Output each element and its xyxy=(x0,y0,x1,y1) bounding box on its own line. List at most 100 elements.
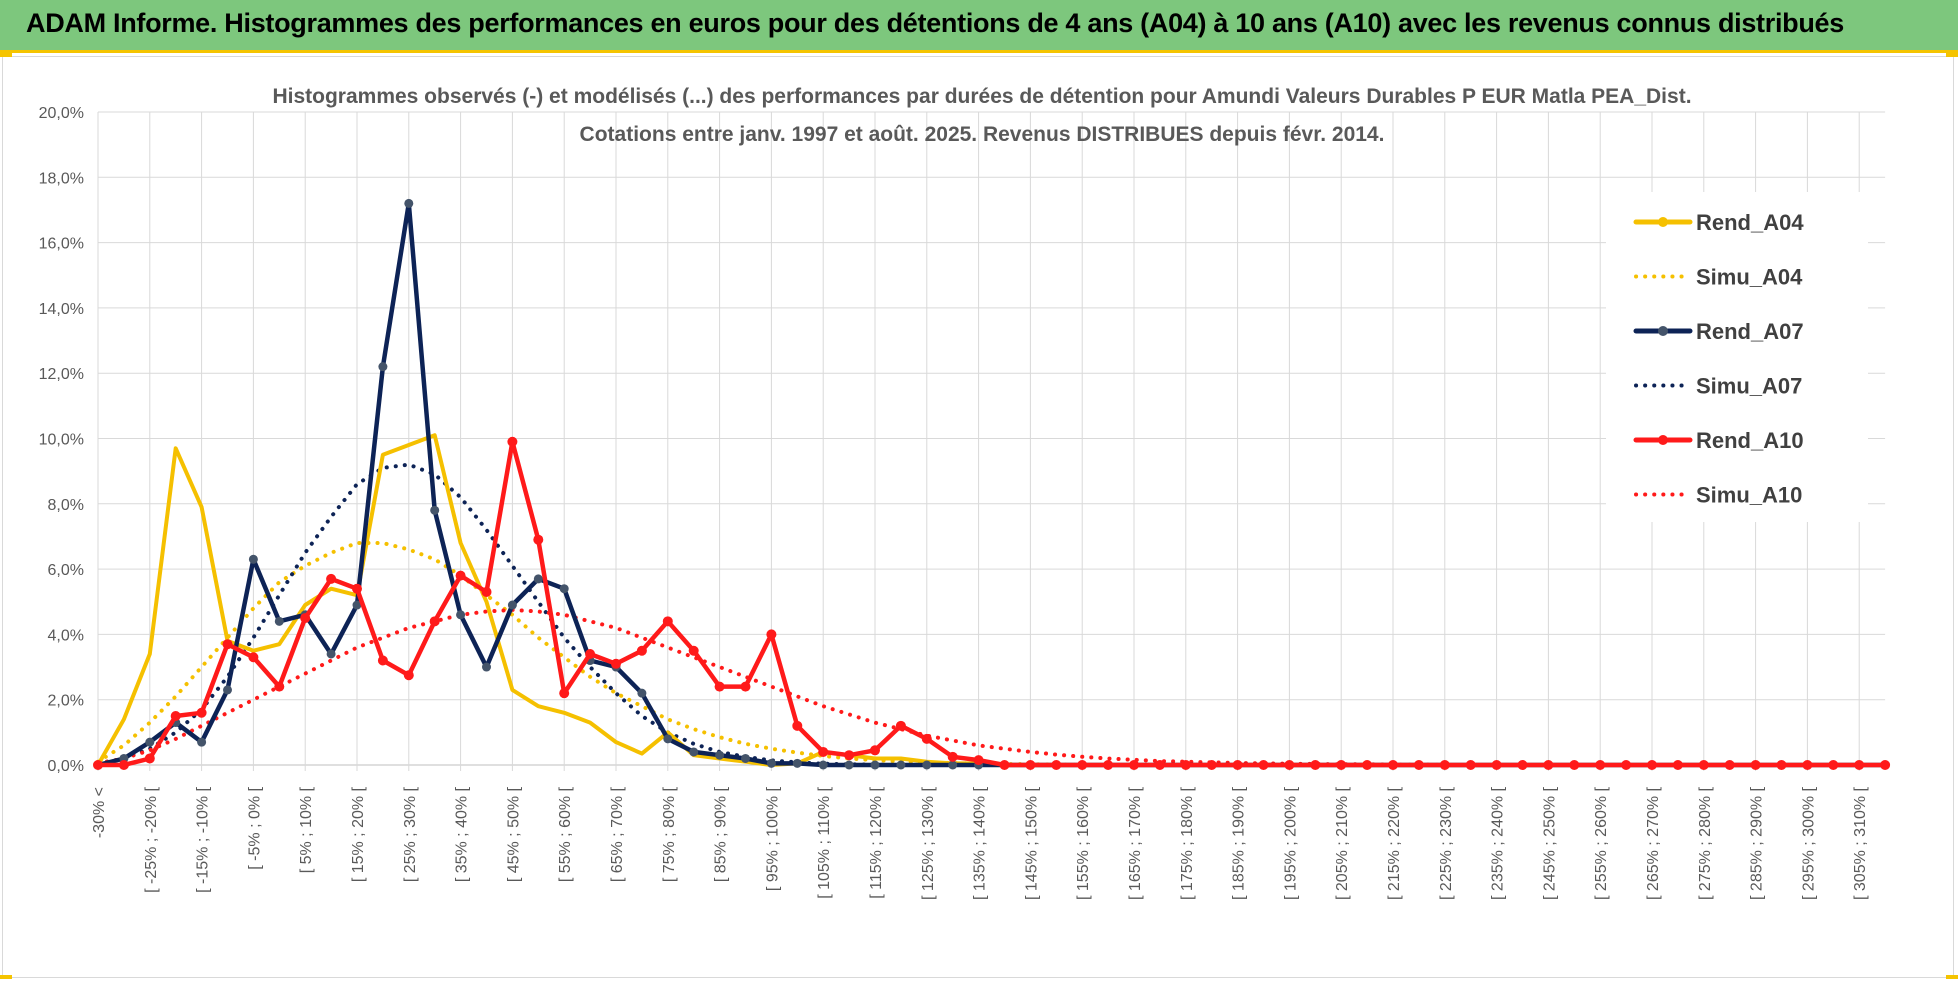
x-tick-label: [ 105% ; 110% [ xyxy=(816,786,833,898)
data-point-rend_a10 xyxy=(611,658,621,669)
data-point-rend_a07 xyxy=(507,600,517,610)
data-point-rend_a07 xyxy=(533,574,543,584)
data-point-rend_a10 xyxy=(1232,760,1243,770)
data-point-rend_a10 xyxy=(1336,760,1347,770)
x-tick-label: [ 185% ; 190% [ xyxy=(1231,786,1248,900)
data-point-rend_a07 xyxy=(689,747,699,757)
x-tick-label: [ 305% ; 310% [ xyxy=(1852,786,1869,900)
x-tick-label: [ 55% ; 60% [ xyxy=(557,786,574,882)
data-point-rend_a10 xyxy=(1206,760,1217,770)
data-point-rend_a10 xyxy=(740,681,751,692)
x-tick-label: [ 205% ; 210% [ xyxy=(1334,786,1351,900)
x-tick-label: [ 195% ; 200% [ xyxy=(1282,786,1299,900)
data-point-rend_a10 xyxy=(1802,760,1813,770)
legend-label: Rend_A07 xyxy=(1696,319,1804,344)
data-point-rend_a07 xyxy=(948,760,958,770)
x-tick-label: [ 285% ; 290% [ xyxy=(1749,786,1766,900)
data-point-rend_a07 xyxy=(870,760,880,770)
data-point-rend_a10 xyxy=(1388,760,1398,770)
data-point-rend_a10 xyxy=(1439,760,1450,770)
data-point-rend_a10 xyxy=(455,570,466,581)
data-point-rend_a10 xyxy=(403,670,414,681)
data-point-rend_a07 xyxy=(223,685,232,695)
x-tick-label: [ 275% ; 280% [ xyxy=(1697,786,1714,900)
y-tick-label: 8,0% xyxy=(48,497,84,514)
data-point-rend_a10 xyxy=(1543,760,1554,770)
data-point-rend_a10 xyxy=(429,616,440,627)
data-point-rend_a07 xyxy=(248,554,258,564)
legend-item-simu_a04: Simu_A04 xyxy=(1634,265,1803,290)
data-point-rend_a10 xyxy=(895,720,906,731)
data-point-rend_a10 xyxy=(766,629,777,640)
x-tick-label: [ 95% ; 100% [ xyxy=(764,786,781,891)
legend-label: Rend_A04 xyxy=(1696,210,1804,235)
data-point-rend_a10 xyxy=(1310,760,1321,770)
data-point-rend_a10 xyxy=(1491,760,1502,770)
x-tick-label: [ -15% ; -10% [ xyxy=(195,786,212,892)
data-point-rend_a10 xyxy=(559,688,570,699)
x-tick-label: [ 75% ; 80% [ xyxy=(661,786,678,882)
y-tick-label: 0,0% xyxy=(48,758,84,775)
x-tick-label: [ 245% ; 250% [ xyxy=(1541,786,1558,900)
y-tick-label: 4,0% xyxy=(48,627,84,644)
y-tick-label: 20,0% xyxy=(39,105,84,122)
data-point-rend_a07 xyxy=(637,688,647,698)
data-point-rend_a10 xyxy=(1698,760,1709,770)
chart-frame xyxy=(2,56,1954,978)
data-point-rend_a10 xyxy=(93,760,103,770)
data-point-rend_a10 xyxy=(1258,760,1269,770)
data-point-rend_a10 xyxy=(326,573,337,584)
data-point-rend_a10 xyxy=(1880,760,1891,770)
data-point-rend_a07 xyxy=(792,758,802,768)
x-axis: -30% < [ -25% ; -20% [[ -15% ; -10% [[ -5… xyxy=(91,786,1869,900)
frame-corner-accent xyxy=(1946,53,1958,57)
y-tick-label: 14,0% xyxy=(39,301,84,318)
legend-marker xyxy=(1658,326,1668,336)
series-layer xyxy=(93,198,1891,770)
data-point-rend_a07 xyxy=(197,737,207,747)
data-point-rend_a10 xyxy=(636,645,647,656)
legend-label: Simu_A07 xyxy=(1696,374,1802,399)
x-tick-label: [ 65% ; 70% [ xyxy=(609,786,626,882)
x-tick-label: [ 135% ; 140% [ xyxy=(972,786,989,900)
chart-title: Histogrammes observés (-) et modélisés (… xyxy=(272,85,1691,108)
data-point-rend_a10 xyxy=(481,586,492,597)
x-tick-label: [ 145% ; 150% [ xyxy=(1023,786,1040,900)
legend-item-simu_a07: Simu_A07 xyxy=(1634,374,1802,399)
data-point-rend_a10 xyxy=(1595,760,1606,770)
data-point-rend_a10 xyxy=(1180,760,1191,770)
data-point-rend_a10 xyxy=(1103,760,1114,770)
x-tick-label: [ 295% ; 300% [ xyxy=(1800,786,1817,900)
data-point-rend_a07 xyxy=(145,737,155,747)
y-tick-label: 6,0% xyxy=(48,562,84,579)
data-point-rend_a10 xyxy=(1672,760,1683,770)
y-tick-label: 12,0% xyxy=(39,366,84,383)
data-point-rend_a10 xyxy=(1154,760,1165,770)
data-point-rend_a10 xyxy=(999,760,1010,770)
legend-marker xyxy=(1658,217,1668,227)
x-tick-label: [ 45% ; 50% [ xyxy=(505,786,522,882)
x-tick-label: [ 175% ; 180% [ xyxy=(1179,786,1196,900)
data-point-rend_a07 xyxy=(896,760,906,770)
data-point-rend_a10 xyxy=(792,720,803,731)
data-point-rend_a10 xyxy=(1129,760,1139,770)
x-tick-label: [ 25% ; 30% [ xyxy=(402,786,419,882)
data-point-rend_a10 xyxy=(170,711,181,722)
x-tick-label: [ 125% ; 130% [ xyxy=(920,786,937,900)
data-point-rend_a10 xyxy=(662,616,673,627)
data-point-rend_a10 xyxy=(947,751,958,762)
x-tick-label: [ 15% ; 20% [ xyxy=(350,786,367,882)
data-point-rend_a10 xyxy=(1051,760,1062,770)
data-point-rend_a07 xyxy=(378,362,388,372)
data-point-rend_a10 xyxy=(248,652,259,663)
x-tick-label: [ -25% ; -20% [ xyxy=(143,786,160,892)
y-tick-label: 2,0% xyxy=(48,693,84,710)
data-point-rend_a10 xyxy=(921,733,932,744)
x-tick-label: [ 85% ; 90% [ xyxy=(713,786,730,882)
data-point-rend_a10 xyxy=(274,681,285,692)
data-point-rend_a10 xyxy=(1025,760,1036,770)
y-tick-label: 16,0% xyxy=(39,236,84,253)
data-point-rend_a07 xyxy=(922,760,932,770)
series-line-simu_a04 xyxy=(96,541,1888,767)
